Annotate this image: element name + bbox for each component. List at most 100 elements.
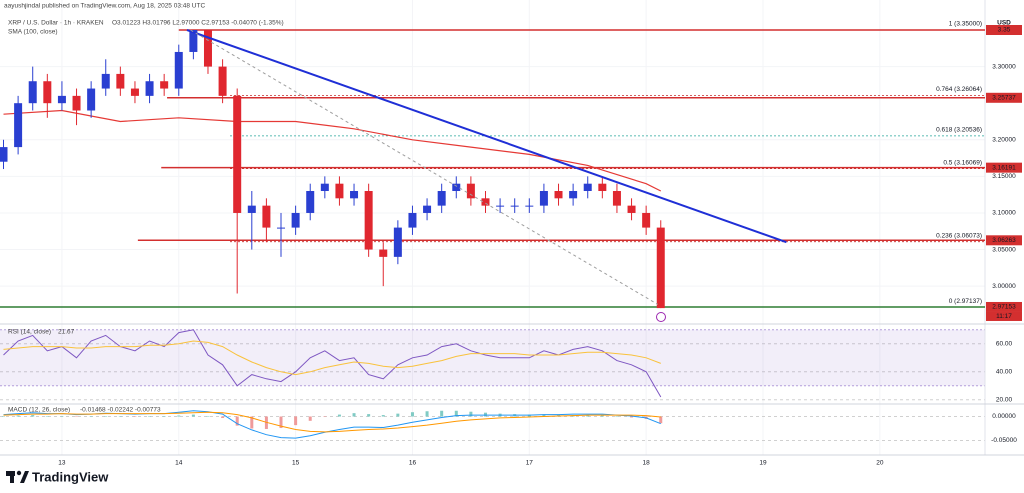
candle-body [320,183,329,192]
rsi-line [3,340,661,376]
candle-body [350,191,359,199]
y-tick-label: 3.30000 [992,63,1016,70]
price-label-box [986,162,1022,173]
candle-body [642,212,651,228]
macd-histogram-bar [381,415,385,417]
candle-body [0,147,8,162]
candle-body [291,212,300,228]
price-label: 3.25737 [992,95,1016,102]
x-tick-label: 15 [292,460,300,467]
macd-histogram-bar [440,410,444,417]
macd-histogram-bar [454,410,458,417]
macd-histogram-bar [630,416,634,418]
fib-label: 1 (3.35000) [949,21,982,28]
macd-histogram-bar [294,416,298,426]
background-layer [0,0,985,455]
candle-body [583,183,592,192]
macd-histogram-bar [396,413,400,417]
macd-histogram-bar [425,411,429,417]
macd-histogram-bar [250,416,254,429]
candle-body [306,191,315,213]
logo-mark [16,470,22,476]
candle-body [598,183,607,192]
macd-histogram-bar [337,414,341,417]
x-tick-label: 17 [526,460,534,467]
macd-histogram-bar [323,416,327,418]
macd-histogram-bar [352,413,356,417]
macd-histogram-bar [104,416,108,417]
macd-histogram-bar [367,414,371,417]
macd-histogram-bar [45,416,49,417]
candle-body [554,191,563,199]
macd-histogram-bar [542,414,546,417]
y-tick-label: 60.00 [996,341,1013,348]
macd-histogram-bar [191,414,195,417]
macd-histogram-bar [60,416,64,418]
candle-body [72,95,81,111]
macd-histogram-bar [177,415,181,417]
fib-label: 0.764 (3.26064) [936,86,982,93]
x-tick-label: 13 [58,460,66,467]
candle-body [335,183,344,199]
macd-histogram-bar [586,415,590,417]
candle-body [452,183,461,192]
axis-unit: USD [997,20,1011,27]
macd-histogram-bar [133,416,137,418]
macd-histogram-bar [2,416,6,417]
macd-histogram-bar [410,412,414,417]
macd-histogram-bar [615,416,619,418]
candle-body [481,198,490,206]
candle-body [466,183,475,199]
candle-body [277,227,286,229]
candle-body [116,73,125,89]
macd-histogram-bar [148,416,152,418]
macd-histogram-bar [308,416,312,421]
symbol-title: XRP / U.S. Dollar · 1h · KRAKEN [8,20,104,27]
candle-body [496,205,505,207]
candle-body [612,191,621,206]
macd-histogram-bar [469,411,473,417]
rsi-value: 21.67 [58,329,75,336]
candle-body [627,205,636,213]
macd-histogram-bar [235,416,239,426]
candle-body [174,51,183,89]
x-tick-label: 20 [876,460,884,467]
candle-body [262,205,271,228]
trend-line [186,29,787,244]
macd-histogram-bar [279,416,283,429]
y-tick-label: 3.00000 [992,283,1016,290]
publisher: aayushjindal published on TradingView.co… [4,3,205,10]
x-tick-label: 19 [759,460,767,467]
y-tick-label: 40.00 [996,369,1013,376]
y-tick-label: 3.10000 [992,210,1016,217]
candle-body [233,95,242,213]
price-label-box [986,92,1022,103]
x-tick-label: 14 [175,460,183,467]
macd-histogram-bar [659,416,663,424]
rsi-band [0,329,985,386]
candle-body [393,227,402,257]
candle-body [539,191,548,206]
candle-body [247,205,256,213]
countdown-label: 11:17 [996,313,1012,320]
candle-body [364,191,373,250]
logo: TradingView [6,469,109,484]
fib-label: 0.236 (3.06073) [936,232,982,239]
candle-body [656,227,665,309]
fib-label: 0.618 (3.20536) [936,127,982,134]
candle-body [101,73,110,89]
price-label-box [986,25,1022,36]
y-tick-label: 3.05000 [992,246,1016,253]
macd-histogram-bar [89,416,93,418]
macd-histogram-bar [31,415,35,417]
candle-body [408,212,417,228]
candle-body [525,205,534,207]
candle-body [510,205,519,207]
logo-mark [10,471,14,483]
macd-value: -0.01468 -0.02242 -0.00773 [80,407,161,414]
candle-body [160,81,169,89]
price-label-box [986,235,1022,246]
y-tick-label: -0.05000 [991,437,1017,444]
